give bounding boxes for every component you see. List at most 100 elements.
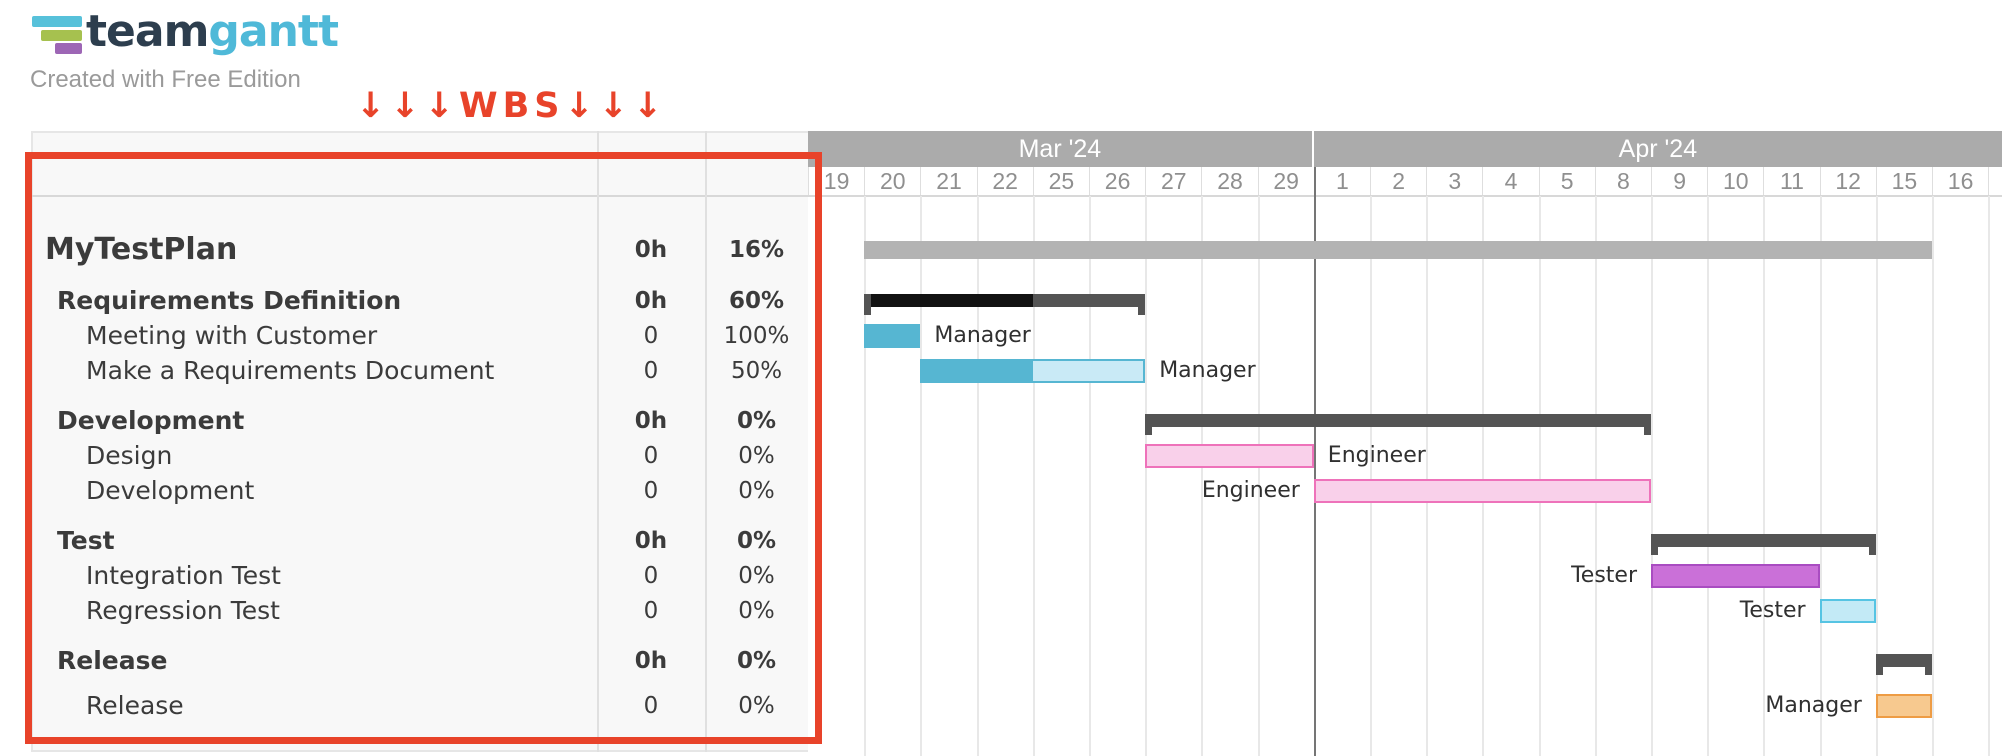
gridline-day-boundary: [976, 196, 979, 756]
gridline-day-boundary: [1988, 196, 1991, 756]
brand-wordmark: teamgantt: [86, 6, 339, 58]
task-percent: 100%: [723, 323, 790, 349]
assignee-label-tester: Tester: [1571, 563, 1637, 588]
task-percent: 50%: [730, 358, 783, 384]
task-hours: 0: [643, 323, 659, 349]
task-bar-teal_solid[interactable]: [864, 324, 921, 348]
task-name-requirements-definition[interactable]: Requirements Definition: [57, 286, 402, 315]
gridline-day-boundary: [1482, 196, 1485, 756]
task-hours: 0: [643, 443, 659, 469]
task-bar-purple[interactable]: [1651, 564, 1820, 588]
task-percent: 0%: [738, 478, 775, 504]
brand-gantt: gantt: [208, 6, 339, 57]
group-bar-left-cap: [864, 294, 872, 315]
gridline-day-boundary: [1257, 196, 1260, 756]
assignee-label-manager: Manager: [1159, 358, 1256, 383]
group-bar-right-cap: [1138, 294, 1146, 315]
gridline-day-boundary: [1707, 196, 1710, 756]
assignee-label-tester: Tester: [1739, 598, 1806, 623]
gridline-day-boundary: [1370, 196, 1372, 756]
group-bracket-bar[interactable]: [1145, 414, 1651, 435]
task-name-development[interactable]: Development: [86, 476, 255, 505]
task-bar-teal_split[interactable]: [920, 359, 1146, 383]
task-percent: 0%: [736, 648, 777, 674]
day-header-29: 29: [1257, 167, 1314, 195]
task-name-regression-test[interactable]: Regression Test: [86, 596, 280, 625]
gridline-day-boundary: [1594, 196, 1597, 756]
day-header-9: 9: [1651, 167, 1707, 195]
logo-bar-cyan-icon: [32, 16, 82, 27]
task-percent: 0%: [738, 598, 775, 624]
day-header-3: 3: [1426, 167, 1482, 195]
group-bar-right-cap: [1643, 414, 1651, 435]
free-edition-watermark: Created with Free Edition: [30, 66, 301, 93]
gridline-day-boundary: [1089, 196, 1091, 756]
project-summary-bar[interactable]: [864, 241, 1932, 259]
day-header-4: 4: [1482, 167, 1538, 195]
logo-bar-green-icon: [41, 30, 82, 41]
task-name-design[interactable]: Design: [86, 441, 173, 470]
task-hours: 0h: [634, 288, 668, 314]
task-hours: 0h: [634, 528, 668, 554]
group-bar-track: [1875, 654, 1932, 667]
task-name-release[interactable]: Release: [57, 646, 168, 675]
gridline-day-boundary: [1201, 196, 1204, 756]
day-header-clipped: [1988, 167, 2002, 195]
day-header-10: 10: [1707, 167, 1763, 195]
task-percent: 0%: [736, 528, 777, 554]
panel-column-separator-2: [705, 131, 707, 752]
day-header-22: 22: [976, 167, 1033, 195]
group-bar-right-cap: [1868, 534, 1876, 555]
gridline-day-boundary: [1875, 196, 1878, 756]
task-name-make-a-requirements-document[interactable]: Make a Requirements Document: [86, 356, 495, 385]
task-name-test[interactable]: Test: [57, 526, 115, 555]
group-bracket-bar[interactable]: [864, 294, 1146, 315]
task-name-release[interactable]: Release: [86, 691, 184, 720]
day-header-20: 20: [864, 167, 920, 195]
day-header-11: 11: [1763, 167, 1819, 195]
task-percent: 0%: [738, 443, 775, 469]
group-bracket-bar[interactable]: [1651, 534, 1876, 555]
task-bar-orange[interactable]: [1875, 694, 1932, 718]
group-bracket-bar[interactable]: [1875, 654, 1932, 675]
group-bar-left-cap: [1145, 414, 1153, 435]
day-header-21: 21: [920, 167, 976, 195]
task-name-development[interactable]: Development: [57, 406, 245, 435]
day-header-1: 1: [1313, 167, 1370, 195]
group-bar-track: [1651, 534, 1876, 547]
day-header-15: 15: [1875, 167, 1932, 195]
group-bar-left-cap: [1875, 654, 1883, 675]
logo-bar-purple-icon: [55, 43, 82, 54]
task-hours: 0: [643, 358, 659, 384]
task-percent: 60%: [728, 288, 785, 314]
gridline-day-boundary: [920, 196, 923, 756]
task-percent: 0%: [738, 693, 775, 719]
task-name-meeting-with-customer[interactable]: Meeting with Customer: [86, 321, 378, 350]
group-bar-right-cap: [1924, 654, 1932, 675]
task-percent: 16%: [728, 237, 785, 263]
task-hours: 0h: [634, 408, 668, 434]
day-header-5: 5: [1538, 167, 1595, 195]
gridline-day-boundary: [1819, 196, 1822, 756]
group-bar-track: [1145, 414, 1651, 427]
gridline-day-boundary: [1932, 196, 1934, 756]
day-header-19: 19: [808, 167, 864, 195]
task-name-integration-test[interactable]: Integration Test: [86, 561, 281, 590]
month-boundary-line: [1313, 167, 1316, 756]
task-hours: 0: [643, 563, 659, 589]
wbs-annotation: ↓↓↓WBS↓↓↓: [356, 86, 668, 126]
day-header-28: 28: [1201, 167, 1257, 195]
task-hours: 0h: [634, 648, 668, 674]
gridline-day-boundary: [1538, 196, 1541, 756]
task-bar-pink[interactable]: [1313, 479, 1651, 503]
day-header-26: 26: [1089, 167, 1145, 195]
task-list-panel: [31, 131, 808, 752]
task-hours: 0h: [634, 237, 668, 263]
day-header-12: 12: [1819, 167, 1876, 195]
task-name-mytestplan[interactable]: MyTestPlan: [45, 232, 238, 267]
brand-team: team: [86, 6, 209, 57]
task-bar-pink[interactable]: [1145, 444, 1314, 468]
day-header-2: 2: [1370, 167, 1426, 195]
task-bar-cyan[interactable]: [1819, 599, 1876, 623]
